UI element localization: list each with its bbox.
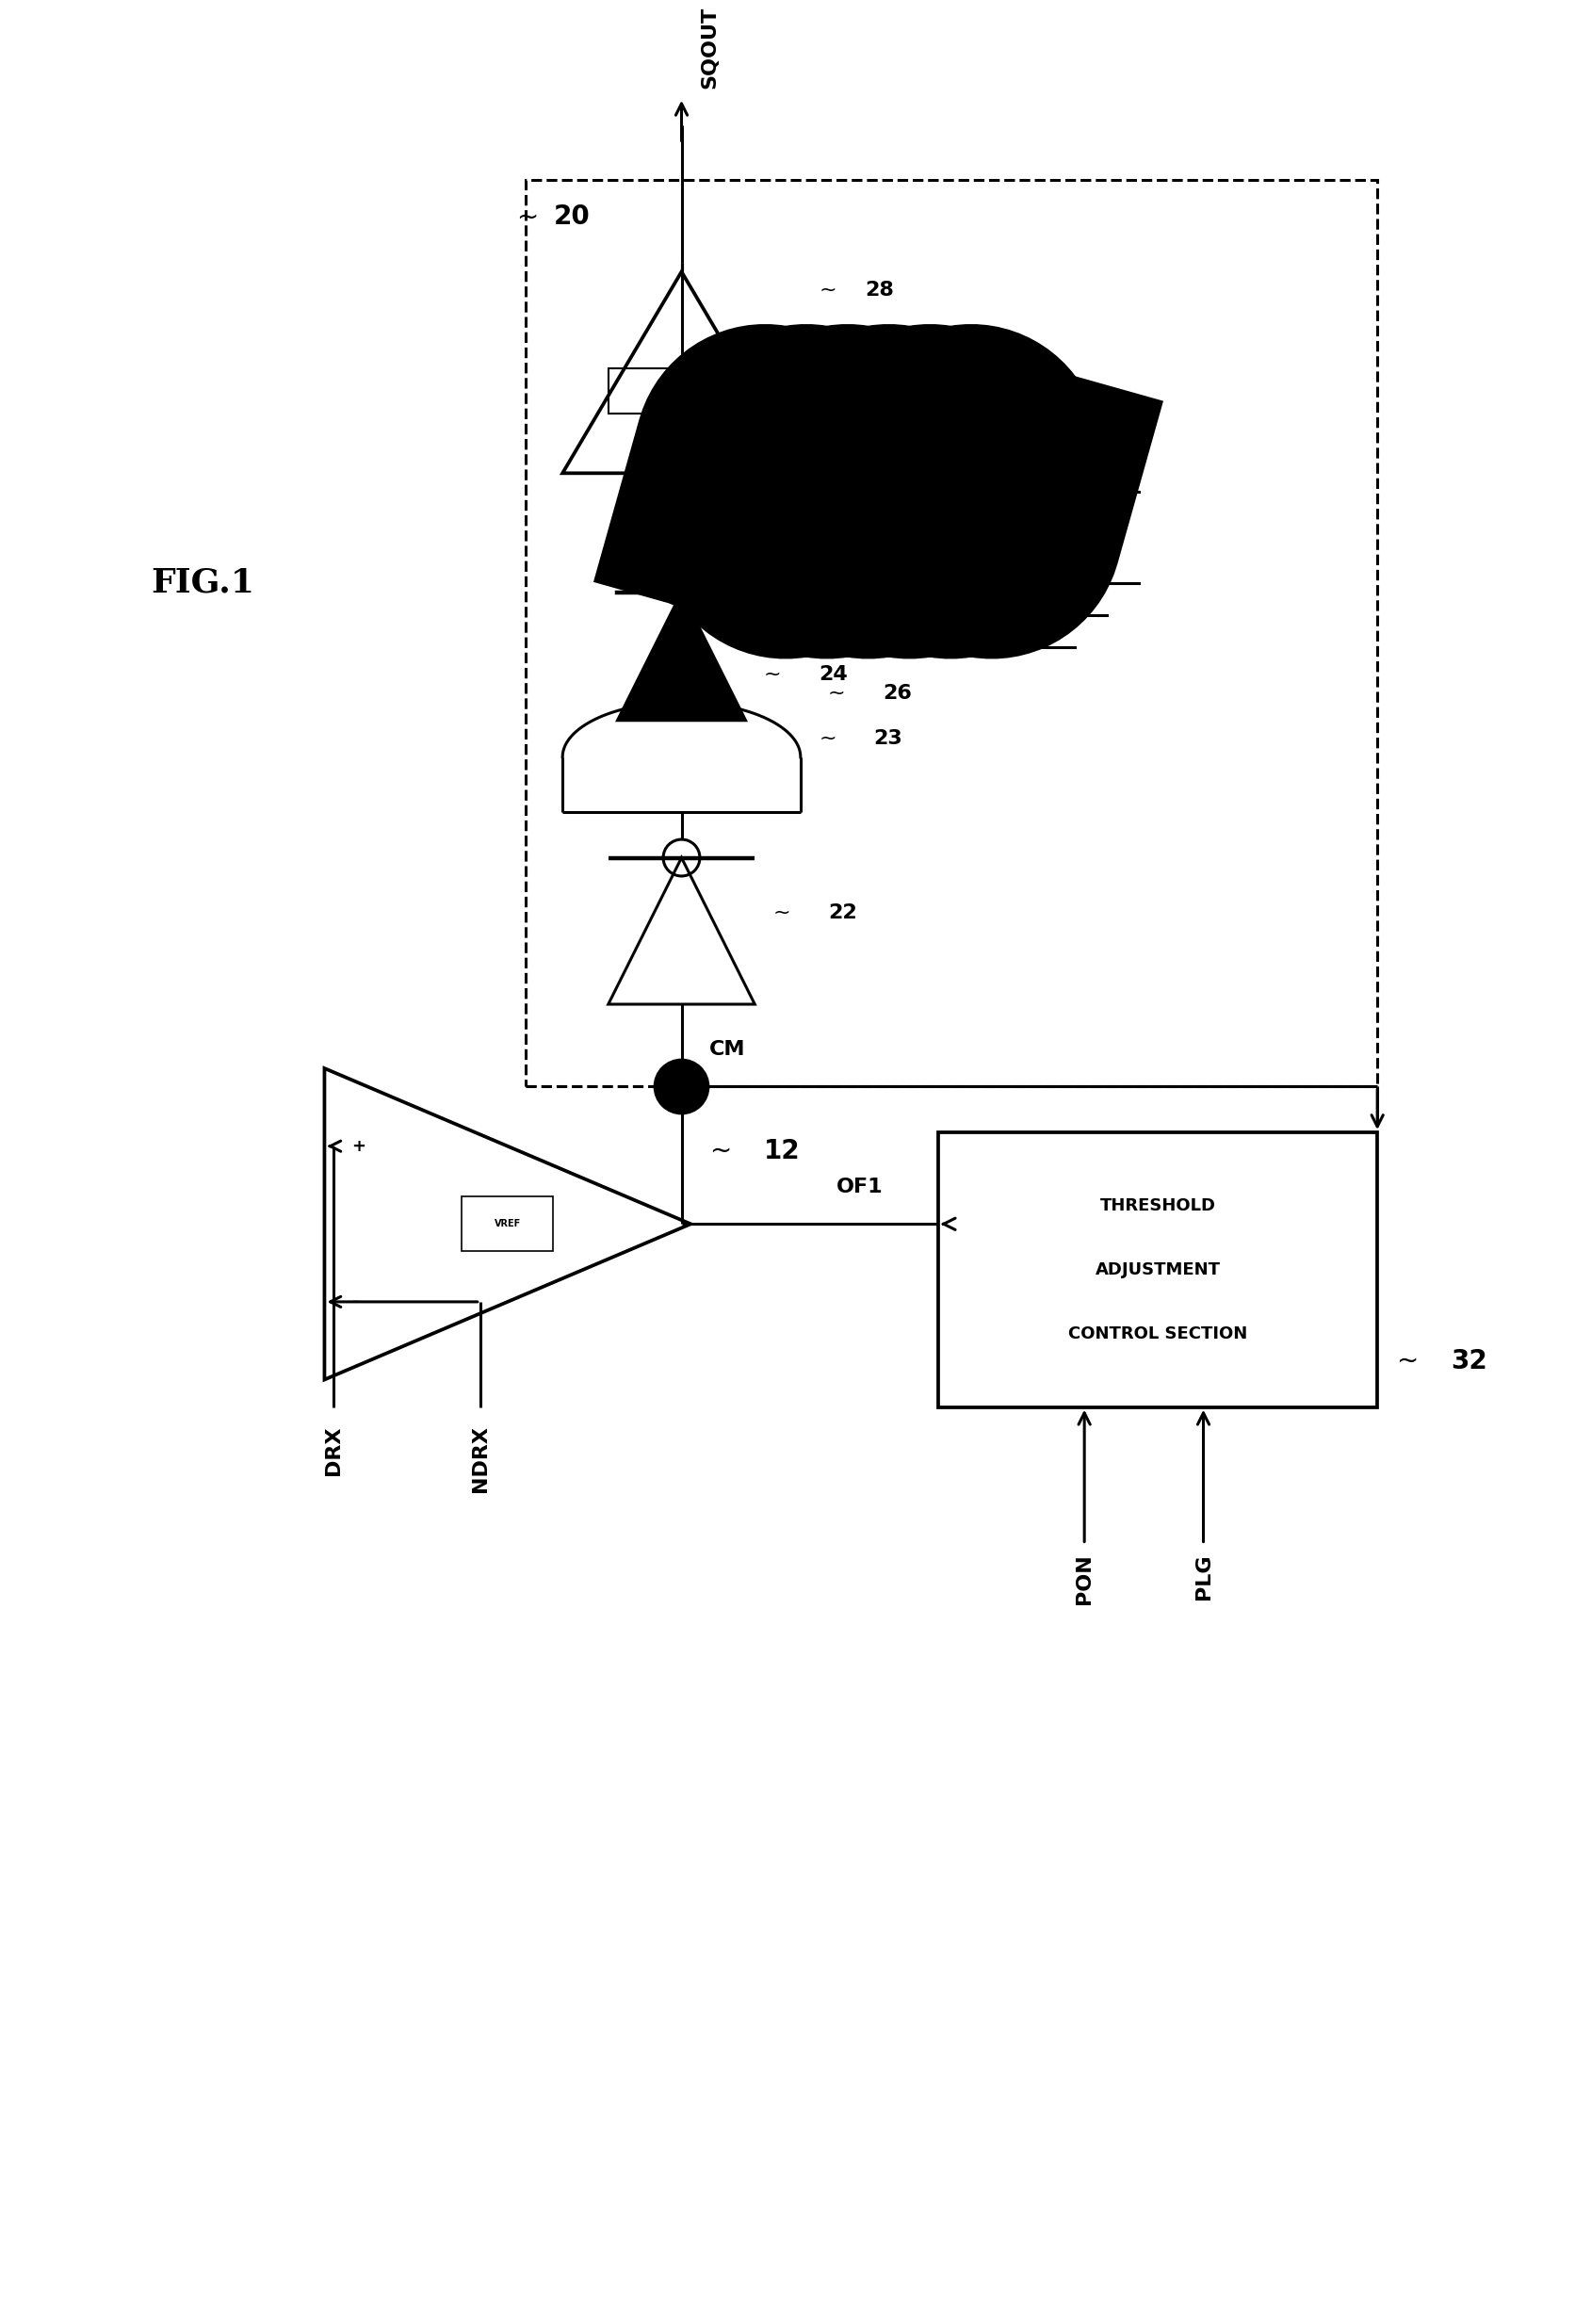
Text: OF1: OF1 <box>837 1178 883 1197</box>
Text: ~: ~ <box>818 730 835 748</box>
Text: SQOUT: SQOUT <box>700 7 718 88</box>
Text: ~: ~ <box>827 390 845 409</box>
Text: ~: ~ <box>708 1136 730 1164</box>
Text: ~: ~ <box>764 665 781 683</box>
Text: ~: ~ <box>773 904 791 923</box>
Text: 26: 26 <box>883 683 912 702</box>
Text: 32: 32 <box>1449 1348 1486 1373</box>
Text: 24: 24 <box>818 665 848 683</box>
Text: ~: ~ <box>818 281 835 300</box>
Text: ADJUSTMENT: ADJUSTMENT <box>1095 1262 1220 1278</box>
Text: 12: 12 <box>764 1136 800 1164</box>
Text: 27: 27 <box>883 390 912 409</box>
Text: VREF: VREF <box>493 1220 520 1229</box>
Text: PON: PON <box>1074 1552 1093 1604</box>
Bar <box>937 1132 1376 1406</box>
Text: PLG: PLG <box>1193 1552 1212 1599</box>
Text: ~: ~ <box>1395 1348 1416 1373</box>
Bar <box>608 367 681 414</box>
Text: +: + <box>352 1139 366 1155</box>
Text: ~: ~ <box>517 205 538 230</box>
Text: -: - <box>352 1294 360 1311</box>
Text: ~: ~ <box>827 683 845 702</box>
Text: CONTROL SECTION: CONTROL SECTION <box>1068 1325 1246 1343</box>
Text: DRX: DRX <box>325 1425 342 1476</box>
Polygon shape <box>617 593 745 720</box>
Text: 22: 22 <box>827 904 856 923</box>
Bar <box>461 1197 554 1250</box>
Text: CM: CM <box>708 1041 745 1060</box>
Circle shape <box>659 469 703 514</box>
Text: FIG.1: FIG.1 <box>151 567 255 600</box>
Circle shape <box>659 560 703 607</box>
Circle shape <box>654 1060 708 1113</box>
Text: 28: 28 <box>864 281 893 300</box>
Text: THRESHOLD: THRESHOLD <box>1099 1197 1216 1213</box>
Text: 23: 23 <box>873 730 902 748</box>
Text: 20: 20 <box>554 205 590 230</box>
Text: NDRX: NDRX <box>471 1425 490 1492</box>
